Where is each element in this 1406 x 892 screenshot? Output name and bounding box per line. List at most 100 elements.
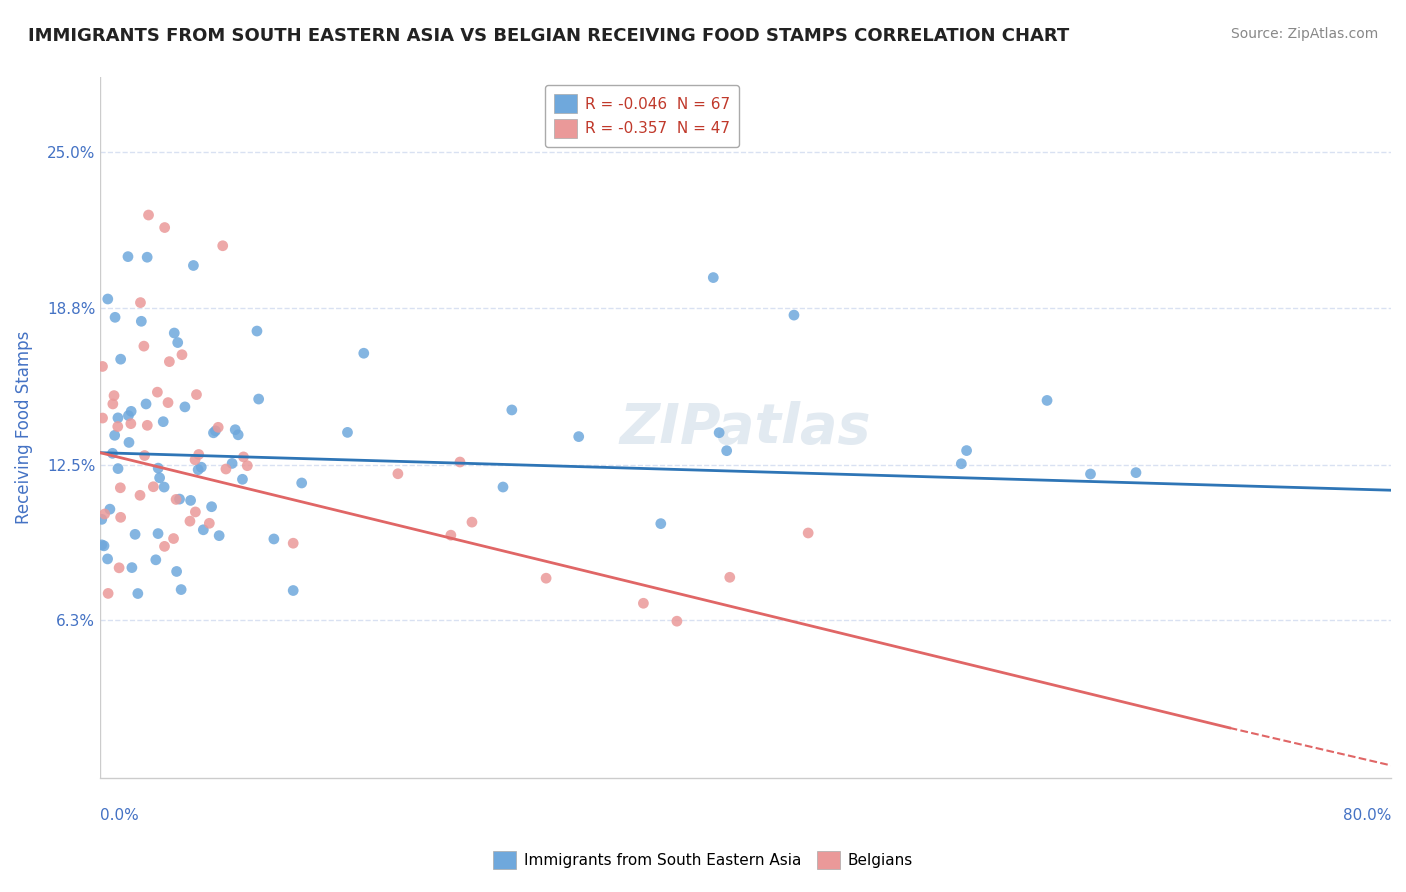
Point — [146, 385, 169, 400]
Point — [107, 461, 129, 475]
Point — [232, 450, 254, 464]
Point — [950, 457, 973, 471]
Point — [353, 346, 375, 360]
Point — [665, 614, 688, 628]
Legend: Immigrants from South Eastern Asia, Belgians: Immigrants from South Eastern Asia, Belg… — [488, 845, 918, 875]
Point — [104, 310, 127, 325]
Point — [179, 514, 201, 528]
Point — [215, 462, 238, 476]
Point — [190, 460, 212, 475]
Point — [202, 425, 225, 440]
Point — [91, 411, 114, 425]
Point — [124, 527, 146, 541]
Point — [97, 292, 120, 306]
Point — [117, 409, 139, 423]
Y-axis label: Receiving Food Stamps: Receiving Food Stamps — [15, 331, 32, 524]
Point — [718, 570, 741, 584]
Point — [134, 449, 156, 463]
Point — [633, 596, 655, 610]
Point — [650, 516, 672, 531]
Point — [387, 467, 409, 481]
Point — [91, 359, 114, 374]
Point — [198, 516, 221, 531]
Point — [104, 428, 127, 442]
Point — [110, 481, 132, 495]
Point — [138, 208, 160, 222]
Point — [291, 475, 314, 490]
Point — [162, 532, 184, 546]
Point — [149, 471, 172, 485]
Point — [187, 448, 209, 462]
Point — [107, 419, 129, 434]
Text: 80.0%: 80.0% — [1343, 808, 1391, 823]
Text: Source: ZipAtlas.com: Source: ZipAtlas.com — [1230, 27, 1378, 41]
Point — [136, 250, 159, 264]
Point — [716, 443, 738, 458]
Point — [204, 424, 226, 438]
Point — [263, 532, 285, 546]
Point — [120, 404, 142, 418]
Point — [153, 540, 176, 554]
Point — [707, 425, 730, 440]
Point — [166, 335, 188, 350]
Point — [184, 452, 207, 467]
Point — [110, 352, 132, 367]
Point — [90, 512, 112, 526]
Point — [120, 417, 142, 431]
Point — [200, 500, 222, 514]
Point — [152, 415, 174, 429]
Point — [163, 326, 186, 340]
Point — [183, 259, 205, 273]
Point — [534, 571, 557, 585]
Point — [440, 528, 463, 542]
Point — [153, 480, 176, 494]
Point — [180, 493, 202, 508]
Point — [101, 397, 124, 411]
Point — [108, 561, 131, 575]
Point — [492, 480, 515, 494]
Point — [797, 526, 820, 541]
Point — [97, 552, 120, 566]
Point — [955, 443, 977, 458]
Text: 0.0%: 0.0% — [100, 808, 139, 823]
Point — [146, 526, 169, 541]
Point — [247, 392, 270, 406]
Point — [129, 295, 152, 310]
Point — [135, 397, 157, 411]
Point — [283, 583, 305, 598]
Text: IMMIGRANTS FROM SOUTH EASTERN ASIA VS BELGIAN RECEIVING FOOD STAMPS CORRELATION : IMMIGRANTS FROM SOUTH EASTERN ASIA VS BE… — [28, 27, 1070, 45]
Point — [118, 435, 141, 450]
Point — [568, 429, 591, 443]
Point — [93, 539, 115, 553]
Point — [702, 270, 724, 285]
Point — [131, 314, 153, 328]
Point — [208, 528, 231, 542]
Point — [103, 389, 125, 403]
Point — [184, 505, 207, 519]
Point — [107, 410, 129, 425]
Point — [1036, 393, 1059, 408]
Point — [165, 492, 187, 507]
Point — [157, 354, 180, 368]
Point — [207, 420, 229, 434]
Point — [93, 507, 115, 521]
Point — [193, 523, 215, 537]
Point — [136, 418, 159, 433]
Point — [211, 239, 233, 253]
Point — [127, 586, 149, 600]
Point — [336, 425, 359, 440]
Point — [224, 423, 246, 437]
Point — [90, 538, 112, 552]
Point — [174, 400, 197, 414]
Point — [783, 308, 806, 322]
Point — [145, 553, 167, 567]
Point — [449, 455, 471, 469]
Point — [246, 324, 269, 338]
Point — [236, 458, 259, 473]
Legend: R = -0.046  N = 67, R = -0.357  N = 47: R = -0.046 N = 67, R = -0.357 N = 47 — [546, 85, 740, 147]
Point — [461, 515, 484, 529]
Point — [97, 586, 120, 600]
Point — [132, 339, 155, 353]
Point — [101, 446, 124, 460]
Text: ZIPatlas: ZIPatlas — [620, 401, 872, 455]
